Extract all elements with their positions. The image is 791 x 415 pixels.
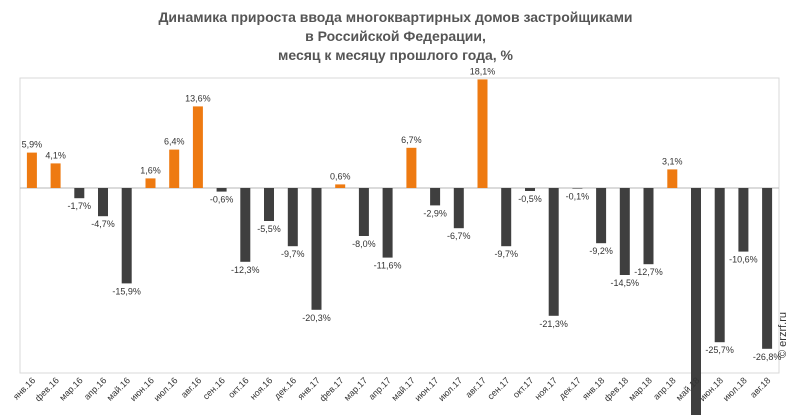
category-label-апр.17: апр.17 (367, 375, 393, 401)
value-label-май.16: -15,9% (112, 286, 141, 296)
category-label-фев.18: фев.18 (602, 375, 630, 403)
value-label-окт.17: -0,5% (518, 194, 542, 204)
bar-дек.16 (287, 188, 298, 247)
value-label-янв.17: -20,3% (302, 313, 331, 323)
category-label-май.16: май.16 (105, 375, 132, 402)
category-label-июн.17: июн.17 (413, 375, 441, 403)
value-label-фев.17: 0,6% (330, 171, 351, 181)
bar-фев.18 (619, 188, 630, 275)
bar-ноя.16 (264, 188, 274, 221)
bar-апр.17 (382, 188, 393, 258)
value-label-мар.16: -1,7% (68, 201, 92, 211)
bar-авг.17 (477, 79, 488, 188)
value-label-июл.18: -10,6% (729, 255, 758, 265)
value-label-сен.16: -0,6% (210, 195, 234, 205)
bar-фев.17 (335, 184, 346, 188)
category-label-сен.16: сен.16 (201, 375, 227, 401)
plot-area-frame (19, 77, 780, 374)
bar-май.18 (691, 188, 701, 415)
value-label-сен.17: -9,7% (494, 249, 518, 259)
category-label-фев.16: фев.16 (33, 375, 61, 403)
value-label-апр.17: -11,6% (374, 261, 402, 271)
value-label-июн.16: 1,6% (140, 165, 161, 175)
value-label-июн.18: -25,7% (705, 345, 734, 355)
category-label-сен.17: сен.17 (485, 375, 511, 401)
value-label-июл.17: -6,7% (447, 231, 471, 241)
category-label-фев.17: фев.17 (318, 375, 346, 403)
bar-фев.16 (50, 163, 61, 188)
bar-дек.17 (572, 188, 583, 189)
value-label-мар.18: -12,7% (634, 267, 663, 277)
bar-июл.18 (738, 188, 749, 252)
value-label-мар.17: -8,0% (352, 239, 376, 249)
value-label-авг.18: -26,8% (753, 352, 782, 362)
category-label-мар.17: мар.17 (342, 375, 369, 402)
category-label-окт.17: окт.17 (511, 375, 536, 400)
value-label-май.17: 6,7% (401, 135, 422, 145)
bar-апр.18 (667, 169, 678, 188)
bar-мар.17 (358, 188, 369, 236)
category-label-апр.16: апр.16 (82, 375, 108, 401)
bar-окт.16 (240, 188, 251, 262)
category-label-ноя.17: ноя.17 (533, 375, 559, 401)
value-label-фев.18: -14,5% (611, 278, 640, 288)
bar-сен.17 (501, 188, 512, 247)
category-label-июн.16: июн.16 (128, 375, 156, 403)
bar-июл.16 (169, 149, 180, 188)
bar-янв.16 (26, 152, 37, 188)
bar-май.17 (406, 147, 417, 188)
category-label-июн.18: июн.18 (697, 375, 725, 403)
value-label-дек.17: -0,1% (566, 192, 590, 202)
watermark-text: © erzrf.ru (777, 312, 789, 358)
bar-май.16 (121, 188, 132, 284)
chart-title-line-2: в Российской Федерации, (305, 28, 486, 44)
value-label-апр.18: 3,1% (662, 156, 683, 166)
bar-авг.16 (192, 106, 203, 188)
value-label-янв.18: -9,2% (589, 246, 613, 256)
category-label-мар.18: мар.18 (627, 375, 654, 402)
bar-окт.17 (525, 188, 535, 191)
category-label-авг.18: авг.18 (748, 375, 772, 399)
category-label-дек.17: дек.17 (557, 375, 583, 401)
value-label-ноя.17: -21,3% (539, 319, 568, 329)
category-label-июл.16: июл.16 (152, 375, 180, 403)
bar-янв.17 (311, 188, 322, 310)
bar-авг.18 (762, 188, 773, 349)
category-label-ноя.16: ноя.16 (248, 375, 274, 401)
value-label-фев.16: 4,1% (45, 150, 66, 160)
value-label-ноя.16: -5,5% (257, 224, 281, 234)
value-label-окт.16: -12,3% (231, 265, 260, 275)
category-label-окт.16: окт.16 (226, 375, 251, 400)
value-label-июн.17: -2,9% (423, 208, 447, 218)
value-label-авг.17: 18,1% (470, 66, 496, 76)
category-label-май.17: май.17 (389, 375, 416, 402)
chart-title-line-1: Динамика прироста ввода многоквартирных … (158, 9, 633, 25)
category-label-авг.16: авг.16 (179, 375, 203, 399)
category-label-дек.16: дек.16 (272, 375, 298, 401)
bar-июн.17 (430, 188, 441, 206)
value-label-июл.16: 6,4% (164, 137, 185, 147)
bar-сен.16 (216, 188, 227, 192)
value-label-янв.16: 5,9% (22, 140, 43, 150)
bar-апр.16 (98, 188, 108, 217)
bar-июн.18 (714, 188, 725, 343)
value-label-дек.16: -9,7% (281, 249, 305, 259)
bar-янв.18 (596, 188, 607, 244)
value-label-апр.16: -4,7% (91, 219, 115, 229)
bar-мар.18 (643, 188, 654, 265)
category-label-авг.17: авг.17 (464, 375, 488, 399)
category-label-апр.18: апр.18 (651, 375, 677, 401)
bar-июн.16 (145, 178, 156, 188)
chart-title-line-3: месяц к месяцу прошлого года, % (278, 47, 513, 63)
category-label-мар.16: мар.16 (57, 375, 84, 402)
bar-ноя.17 (548, 188, 559, 316)
category-label-июл.17: июл.17 (436, 375, 464, 403)
value-label-авг.16: 13,6% (185, 93, 211, 103)
category-label-июл.18: июл.18 (721, 375, 749, 403)
bar-мар.16 (74, 188, 85, 199)
bar-июл.17 (453, 188, 464, 229)
